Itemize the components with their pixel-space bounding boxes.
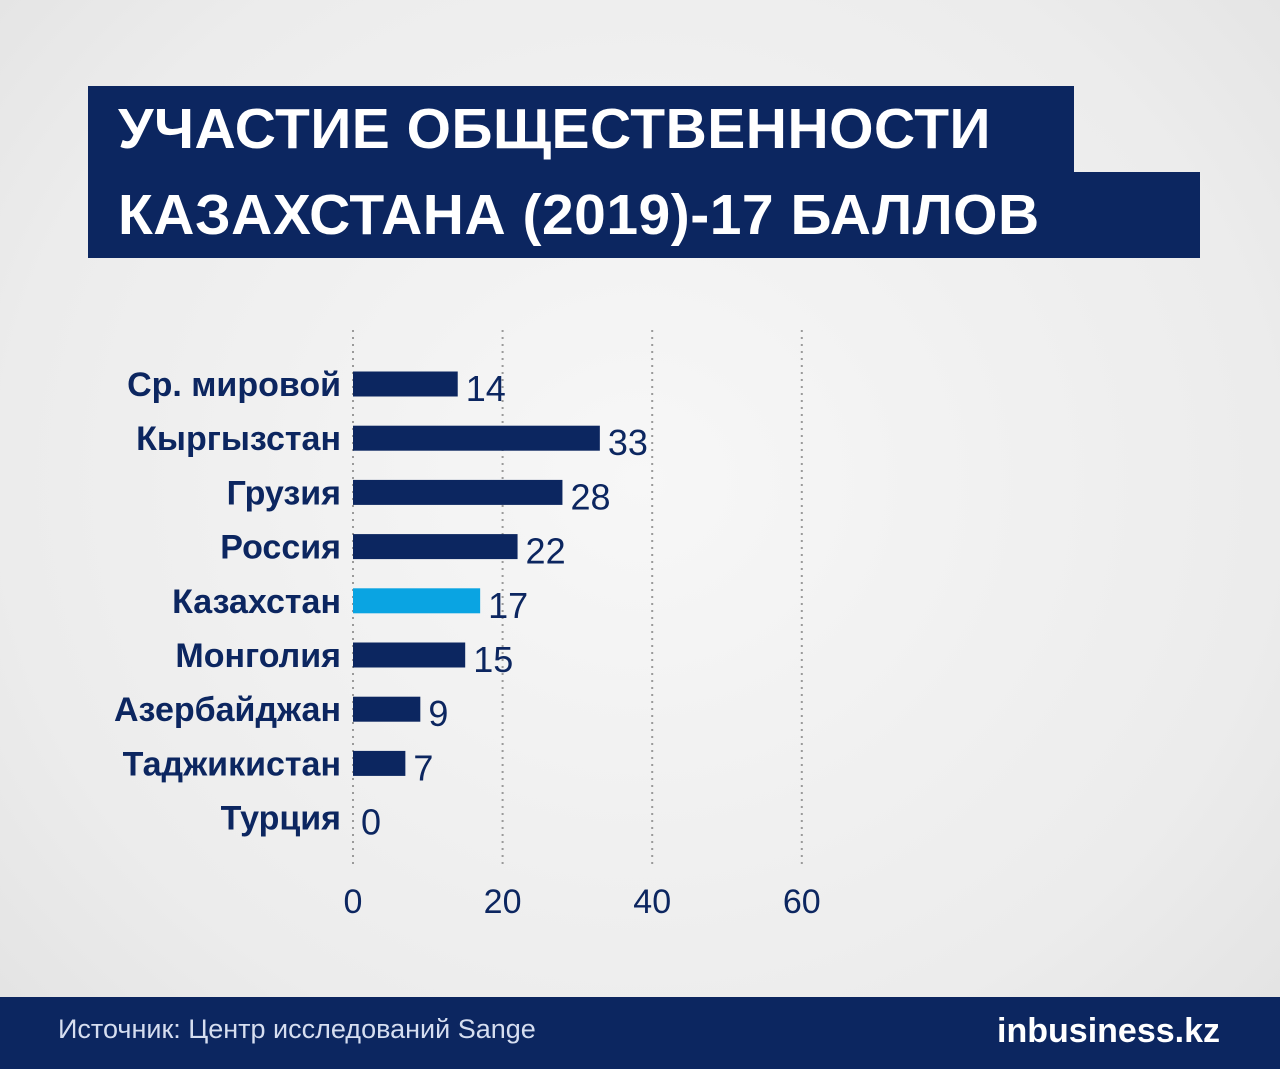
footer-bar: Источник: Центр исследований Sange inbus… [0, 997, 1280, 1069]
bar-ср-мировой [353, 371, 458, 397]
bar-кыргызстан [353, 425, 600, 451]
category-label-россия: Россия [220, 529, 341, 567]
value-label-таджикистан: 7 [413, 747, 433, 788]
value-label-турция: 0 [361, 802, 381, 843]
source-note: Источник: Центр исследований Sange [58, 1014, 536, 1044]
bar-chart: 0 20 40 60 Ср. мировой 14 Кыргызстан 33 Грузия 28… [114, 330, 821, 921]
value-label-кыргызстан: 33 [608, 422, 648, 463]
title-line-1: УЧАСТИЕ ОБЩЕСТВЕННОСТИ [88, 86, 1074, 172]
bar-таджикистан [353, 750, 406, 776]
bar-монголия [353, 642, 466, 668]
category-label-казахстан: Казахстан [172, 583, 341, 621]
bar-грузия [353, 479, 563, 505]
x-tick-label-0: 0 [344, 883, 363, 921]
bar-азербайджан [353, 696, 421, 722]
value-label-ср-мировой: 14 [466, 368, 506, 409]
value-label-казахстан: 17 [488, 585, 528, 626]
x-tick-label-20: 20 [484, 883, 522, 921]
x-tick-label-40: 40 [633, 883, 671, 921]
brand-logo: inbusiness.kz [997, 1012, 1220, 1050]
value-label-азербайджан: 9 [428, 693, 448, 734]
category-label-ср-мировой: Ср. мировой [127, 366, 341, 404]
category-label-кыргызстан: Кыргызстан [136, 420, 341, 458]
category-label-таджикистан: Таджикистан [123, 745, 341, 783]
bar-россия [353, 534, 518, 560]
category-label-монголия: Монголия [175, 637, 341, 675]
x-tick-label-60: 60 [783, 883, 821, 921]
value-label-россия: 22 [526, 531, 566, 572]
title-line-2: КАЗАХСТАНА (2019)-17 БАЛЛОВ [88, 172, 1200, 258]
bar-казахстан [353, 588, 481, 614]
category-label-азербайджан: Азербайджан [114, 691, 341, 729]
category-label-турция: Турция [221, 800, 341, 838]
category-label-грузия: Грузия [227, 474, 341, 512]
value-label-грузия: 28 [570, 476, 610, 517]
value-label-монголия: 15 [473, 639, 513, 680]
